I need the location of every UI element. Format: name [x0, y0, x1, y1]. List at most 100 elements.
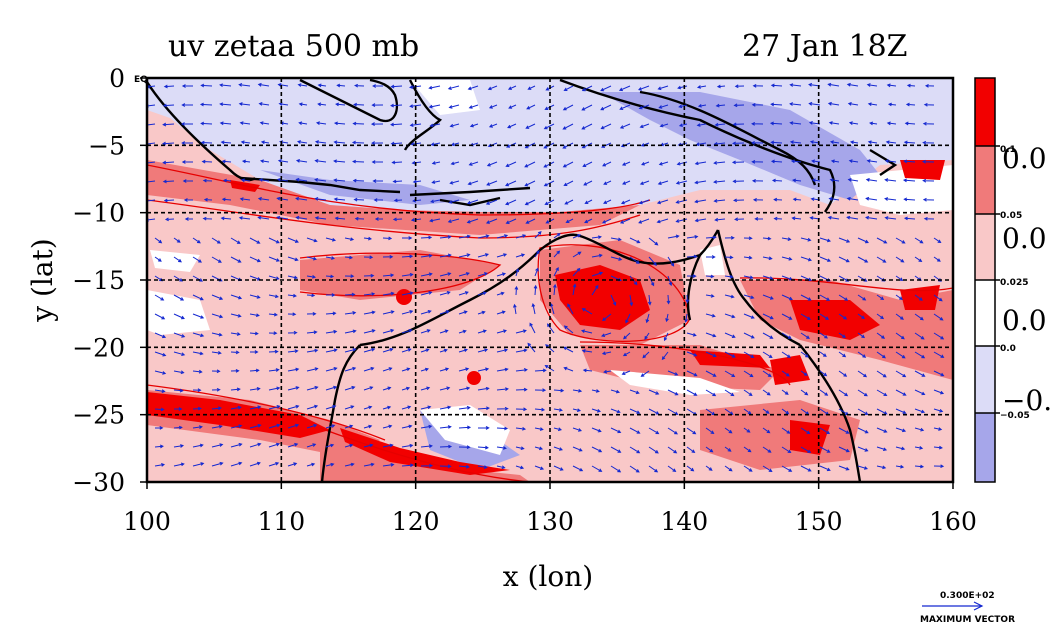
wind-vector [477, 329, 487, 334]
wind-vector [515, 387, 528, 392]
wind-vector [705, 332, 717, 338]
wind-vector [800, 256, 812, 262]
wind-vector [401, 291, 414, 296]
wind-vector [696, 123, 707, 127]
wind-vector [439, 310, 450, 315]
wind-vector [791, 216, 802, 221]
wind-vector [789, 140, 802, 145]
wind-vector [203, 197, 213, 202]
wind-vector [648, 256, 657, 266]
wind-vector [496, 253, 508, 258]
wind-vector [857, 294, 867, 301]
wind-vector [268, 349, 279, 354]
wind-vector [477, 367, 490, 372]
wind-vector [639, 123, 650, 129]
wind-vector [268, 462, 280, 467]
wind-vector [344, 424, 354, 429]
wind-vector [581, 104, 593, 111]
wind-vector [496, 387, 509, 392]
wind-vector [811, 159, 821, 164]
wind-vector [696, 85, 707, 89]
wind-vector [173, 370, 185, 375]
wind-vector [620, 199, 631, 205]
wind-vector [629, 237, 641, 244]
wind-vector [667, 275, 673, 287]
wind-vector [219, 121, 232, 126]
wind-vector [297, 140, 308, 144]
wind-vector [277, 159, 289, 163]
wind-vector [162, 160, 175, 165]
wind-vector [527, 342, 536, 353]
wind-vector [192, 275, 204, 282]
colorbar-box [975, 346, 995, 413]
strong-positive-coast [770, 355, 810, 385]
wind-vector [391, 160, 403, 165]
wind-vector [344, 366, 357, 372]
wind-vector [705, 465, 713, 471]
wind-vector [295, 196, 308, 201]
wind-vector [640, 142, 650, 147]
wind-vector [751, 178, 764, 183]
wind-vector [429, 218, 441, 223]
wind-vector [202, 178, 213, 183]
wind-vector [529, 322, 536, 334]
wind-vector [582, 368, 593, 373]
wind-vector [173, 313, 185, 320]
wind-vector [314, 197, 327, 201]
wind-vector [325, 443, 335, 448]
wind-vector [751, 121, 764, 126]
wind-vector [363, 329, 376, 334]
new-guinea-south-coast [639, 90, 817, 186]
wind-vector [505, 218, 517, 224]
wind-vector [572, 234, 582, 239]
wind-vector [581, 123, 593, 130]
wind-vector [762, 313, 774, 320]
wind-vector [458, 291, 469, 296]
wind-vector [458, 310, 468, 315]
wind-vector [734, 217, 745, 222]
carpentaria-coast [686, 254, 702, 321]
wind-vector [192, 256, 202, 263]
wind-vector [163, 84, 175, 89]
wind-vector [220, 216, 232, 221]
wind-vector [200, 83, 213, 88]
wind-vector [468, 104, 479, 109]
wind-vector [334, 216, 346, 221]
wind-vector [525, 123, 536, 129]
wind-vector [363, 424, 373, 429]
wind-vector [629, 465, 640, 473]
wind-vector [686, 332, 697, 337]
wind-vector [507, 123, 517, 129]
wind-vector [439, 405, 452, 410]
wind-vector [933, 408, 944, 413]
wind-vector [838, 332, 846, 339]
wind-vector [458, 445, 471, 450]
wind-vector [382, 367, 393, 372]
wind-vector [221, 197, 232, 202]
wind-vector [800, 275, 813, 282]
borneo-coast [299, 78, 399, 123]
wind-vector [182, 179, 193, 183]
wind-vector [800, 351, 809, 358]
wind-vector [724, 370, 736, 378]
wind-vector [552, 283, 557, 296]
wind-vector [713, 179, 726, 184]
wind-vector [458, 425, 472, 430]
wind-vector [895, 294, 903, 301]
wind-vector [857, 275, 868, 282]
wind-vector [268, 386, 281, 391]
wind-vector [287, 386, 300, 391]
wind-vector [619, 123, 631, 129]
wind-vector [752, 83, 764, 88]
wind-vector [789, 83, 802, 87]
wind-vector [162, 122, 175, 127]
wind-vector [431, 161, 441, 165]
wind-vector [553, 427, 563, 432]
wind-vector [800, 446, 812, 453]
strong-positive-cyclone-core [555, 265, 650, 330]
wind-vector [439, 272, 452, 277]
map-datetime: 27 Jan 18Z [742, 29, 908, 64]
wind-vector [401, 272, 414, 277]
wind-vector [705, 294, 715, 298]
neutral-area-west [147, 290, 210, 335]
